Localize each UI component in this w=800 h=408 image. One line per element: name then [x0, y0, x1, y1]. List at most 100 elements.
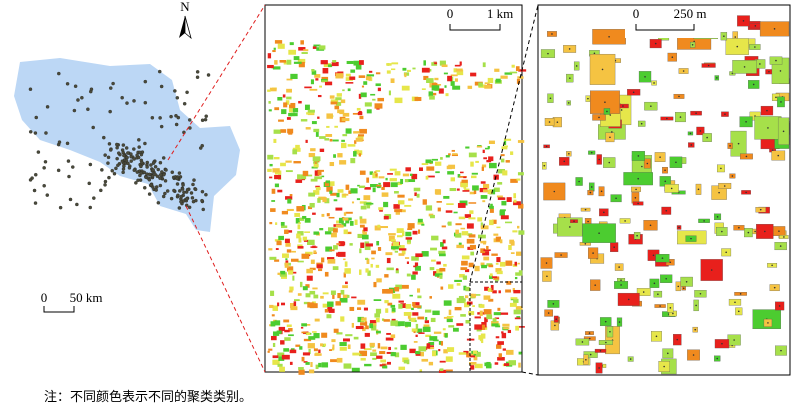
building — [389, 168, 397, 171]
building — [278, 235, 284, 241]
building-center — [699, 130, 702, 132]
building — [334, 125, 338, 128]
building — [365, 243, 373, 247]
building — [458, 216, 466, 220]
building — [375, 72, 381, 75]
settlement-dot — [88, 162, 93, 167]
building — [496, 344, 502, 349]
building-center — [695, 304, 697, 307]
building — [278, 355, 285, 361]
building — [360, 92, 367, 98]
settlement-dot — [58, 205, 63, 210]
building — [361, 85, 365, 88]
building — [353, 151, 357, 157]
building — [315, 78, 319, 81]
settlement-dot — [142, 170, 147, 175]
building — [339, 346, 347, 351]
building — [438, 340, 443, 345]
building — [452, 85, 461, 90]
building — [443, 300, 452, 306]
building — [332, 228, 338, 233]
building — [361, 234, 369, 240]
building — [321, 362, 329, 368]
building — [359, 115, 364, 120]
settlement-dot — [139, 171, 144, 175]
settlement-dot — [176, 115, 181, 120]
building — [340, 142, 347, 149]
building — [317, 170, 322, 176]
building-center — [605, 341, 607, 344]
building — [479, 304, 485, 308]
building — [425, 317, 428, 321]
building-center — [669, 307, 672, 309]
building — [511, 64, 515, 68]
building — [314, 176, 322, 180]
building — [478, 335, 481, 340]
building — [277, 189, 283, 193]
settlement-dot — [165, 189, 170, 193]
building — [313, 190, 320, 195]
building — [442, 328, 446, 331]
building-center — [677, 285, 680, 288]
building — [308, 348, 311, 355]
building — [270, 208, 276, 212]
building — [315, 185, 320, 188]
building — [468, 152, 477, 158]
building — [359, 185, 366, 188]
building-center — [754, 46, 756, 48]
building — [363, 81, 368, 85]
building — [396, 268, 399, 271]
building — [464, 188, 470, 191]
building — [370, 184, 378, 188]
building — [430, 317, 436, 323]
building — [414, 262, 419, 268]
building-center — [590, 186, 593, 188]
building — [416, 193, 420, 198]
building — [352, 112, 361, 115]
scale-line — [43, 306, 75, 313]
building — [422, 326, 431, 332]
building — [272, 50, 276, 53]
building — [513, 201, 521, 206]
settlement-dot — [111, 81, 115, 86]
building — [482, 189, 488, 193]
building — [497, 341, 504, 345]
building — [495, 78, 501, 83]
building-center — [737, 142, 740, 145]
building-center — [604, 101, 606, 103]
building — [343, 363, 352, 369]
building-center — [661, 257, 664, 259]
building — [436, 261, 441, 265]
settlement-dot — [129, 154, 133, 159]
building-center — [692, 354, 695, 356]
building — [267, 154, 274, 160]
building — [356, 307, 362, 310]
building — [468, 234, 476, 238]
building — [305, 362, 310, 365]
settlement-dot — [45, 105, 50, 109]
zoom-line — [185, 205, 266, 373]
building — [268, 109, 272, 112]
zoom-line — [521, 371, 539, 376]
building — [327, 257, 335, 260]
building-center — [766, 109, 768, 112]
building-center — [693, 40, 695, 43]
building-center — [598, 367, 600, 369]
building — [459, 176, 467, 178]
building — [415, 253, 423, 258]
settlement-dot — [154, 185, 159, 189]
settlement-dot — [182, 101, 187, 106]
building — [284, 329, 290, 333]
building — [413, 341, 418, 343]
building — [270, 290, 275, 296]
building — [501, 331, 504, 334]
building — [518, 362, 521, 368]
settlement-dot — [153, 172, 157, 177]
building-center — [620, 284, 622, 286]
building — [489, 219, 494, 226]
building — [431, 85, 440, 91]
settlement-dot — [65, 141, 70, 146]
building — [293, 61, 302, 64]
building — [345, 184, 350, 190]
settlement-dot — [175, 182, 180, 186]
